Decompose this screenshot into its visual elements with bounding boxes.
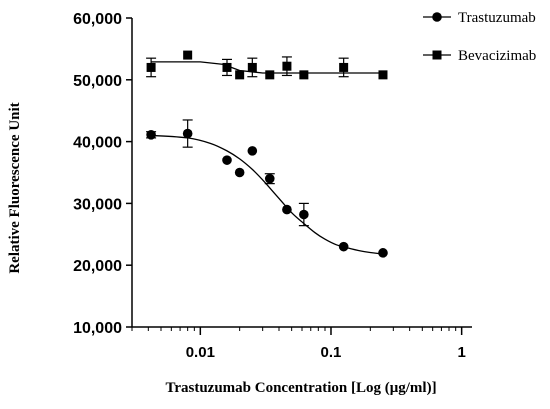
legend-marker [432, 50, 442, 60]
fit-curve-bevacizimab [151, 61, 383, 74]
data-point [146, 130, 156, 140]
y-tick-label: 10,000 [73, 320, 122, 337]
data-point [299, 209, 309, 220]
data-point [234, 167, 245, 178]
legend-label: Bevacizimab [458, 48, 536, 64]
data-point [183, 50, 193, 60]
data-point [282, 61, 292, 71]
data-point [339, 62, 349, 72]
legend-marker [432, 12, 442, 22]
legend-label: Trastuzumab [458, 10, 536, 26]
data-point [264, 173, 275, 184]
x-tick-label: 0.01 [186, 344, 215, 361]
data-point [338, 241, 349, 252]
series-bevacizimab [146, 50, 388, 80]
data-point [235, 70, 245, 80]
plot-area [146, 50, 388, 258]
data-point [182, 128, 193, 139]
data-point [378, 70, 388, 80]
data-point [282, 204, 292, 215]
data-point [299, 70, 309, 80]
legend: Trastuzumab Bevacizimab [423, 10, 536, 64]
data-point [247, 62, 257, 72]
y-tick-label: 50,000 [73, 73, 122, 90]
x-tick-label: 1 [457, 344, 465, 361]
fit-curve-trastuzumab [151, 134, 384, 255]
y-tick-label: 60,000 [73, 11, 122, 28]
data-point [265, 70, 275, 80]
data-point [146, 62, 156, 72]
x-axis-title: Trastuzumab Concentration [Log (μg/ml)] [165, 380, 436, 396]
y-tick-label: 40,000 [73, 135, 122, 152]
data-point [222, 155, 232, 165]
y-tick-label: 20,000 [73, 258, 122, 275]
y-ticks: 10,000 20,000 30,000 40,000 50,000 60,000 [73, 11, 132, 337]
data-point [222, 62, 232, 72]
y-tick-label: 30,000 [73, 196, 122, 213]
x-ticks: 0.01 0.1 1 [131, 327, 466, 361]
series-trastuzumab [146, 119, 388, 258]
data-point [247, 146, 258, 156]
x-tick-label: 0.1 [321, 344, 342, 361]
data-point [378, 248, 388, 258]
y-axis-title: Relative Fluorescence Unit [7, 102, 23, 273]
axes: 10,000 20,000 30,000 40,000 50,000 60,000 0.0… [73, 11, 472, 361]
